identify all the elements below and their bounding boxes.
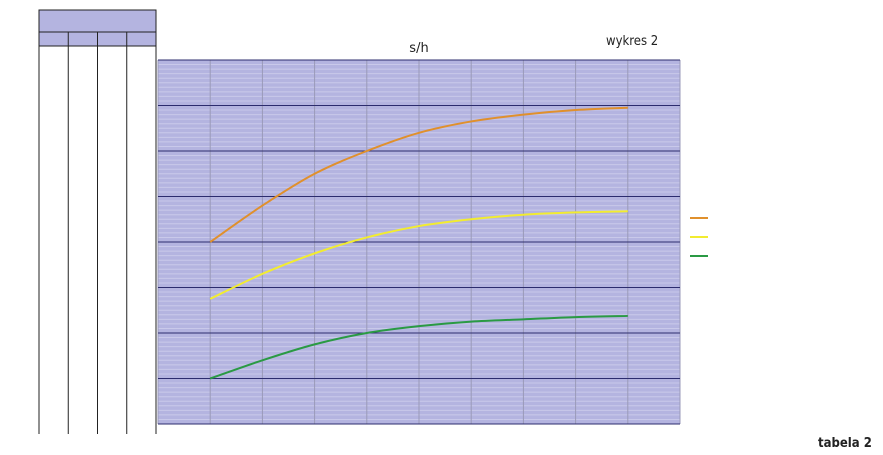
legend [690, 217, 708, 257]
x-axis-label: s/h [409, 41, 428, 56]
data-series [209, 106, 628, 380]
figure-label: wykres 2 [606, 34, 659, 49]
series-line-b [209, 210, 628, 300]
table-title-cell [38, 9, 157, 33]
h-d-conversion-table [38, 9, 157, 434]
footer-label: tabela 2 [818, 436, 872, 451]
series-line-c [209, 106, 628, 243]
grid-lines [157, 59, 681, 425]
series-line-a [209, 314, 628, 380]
